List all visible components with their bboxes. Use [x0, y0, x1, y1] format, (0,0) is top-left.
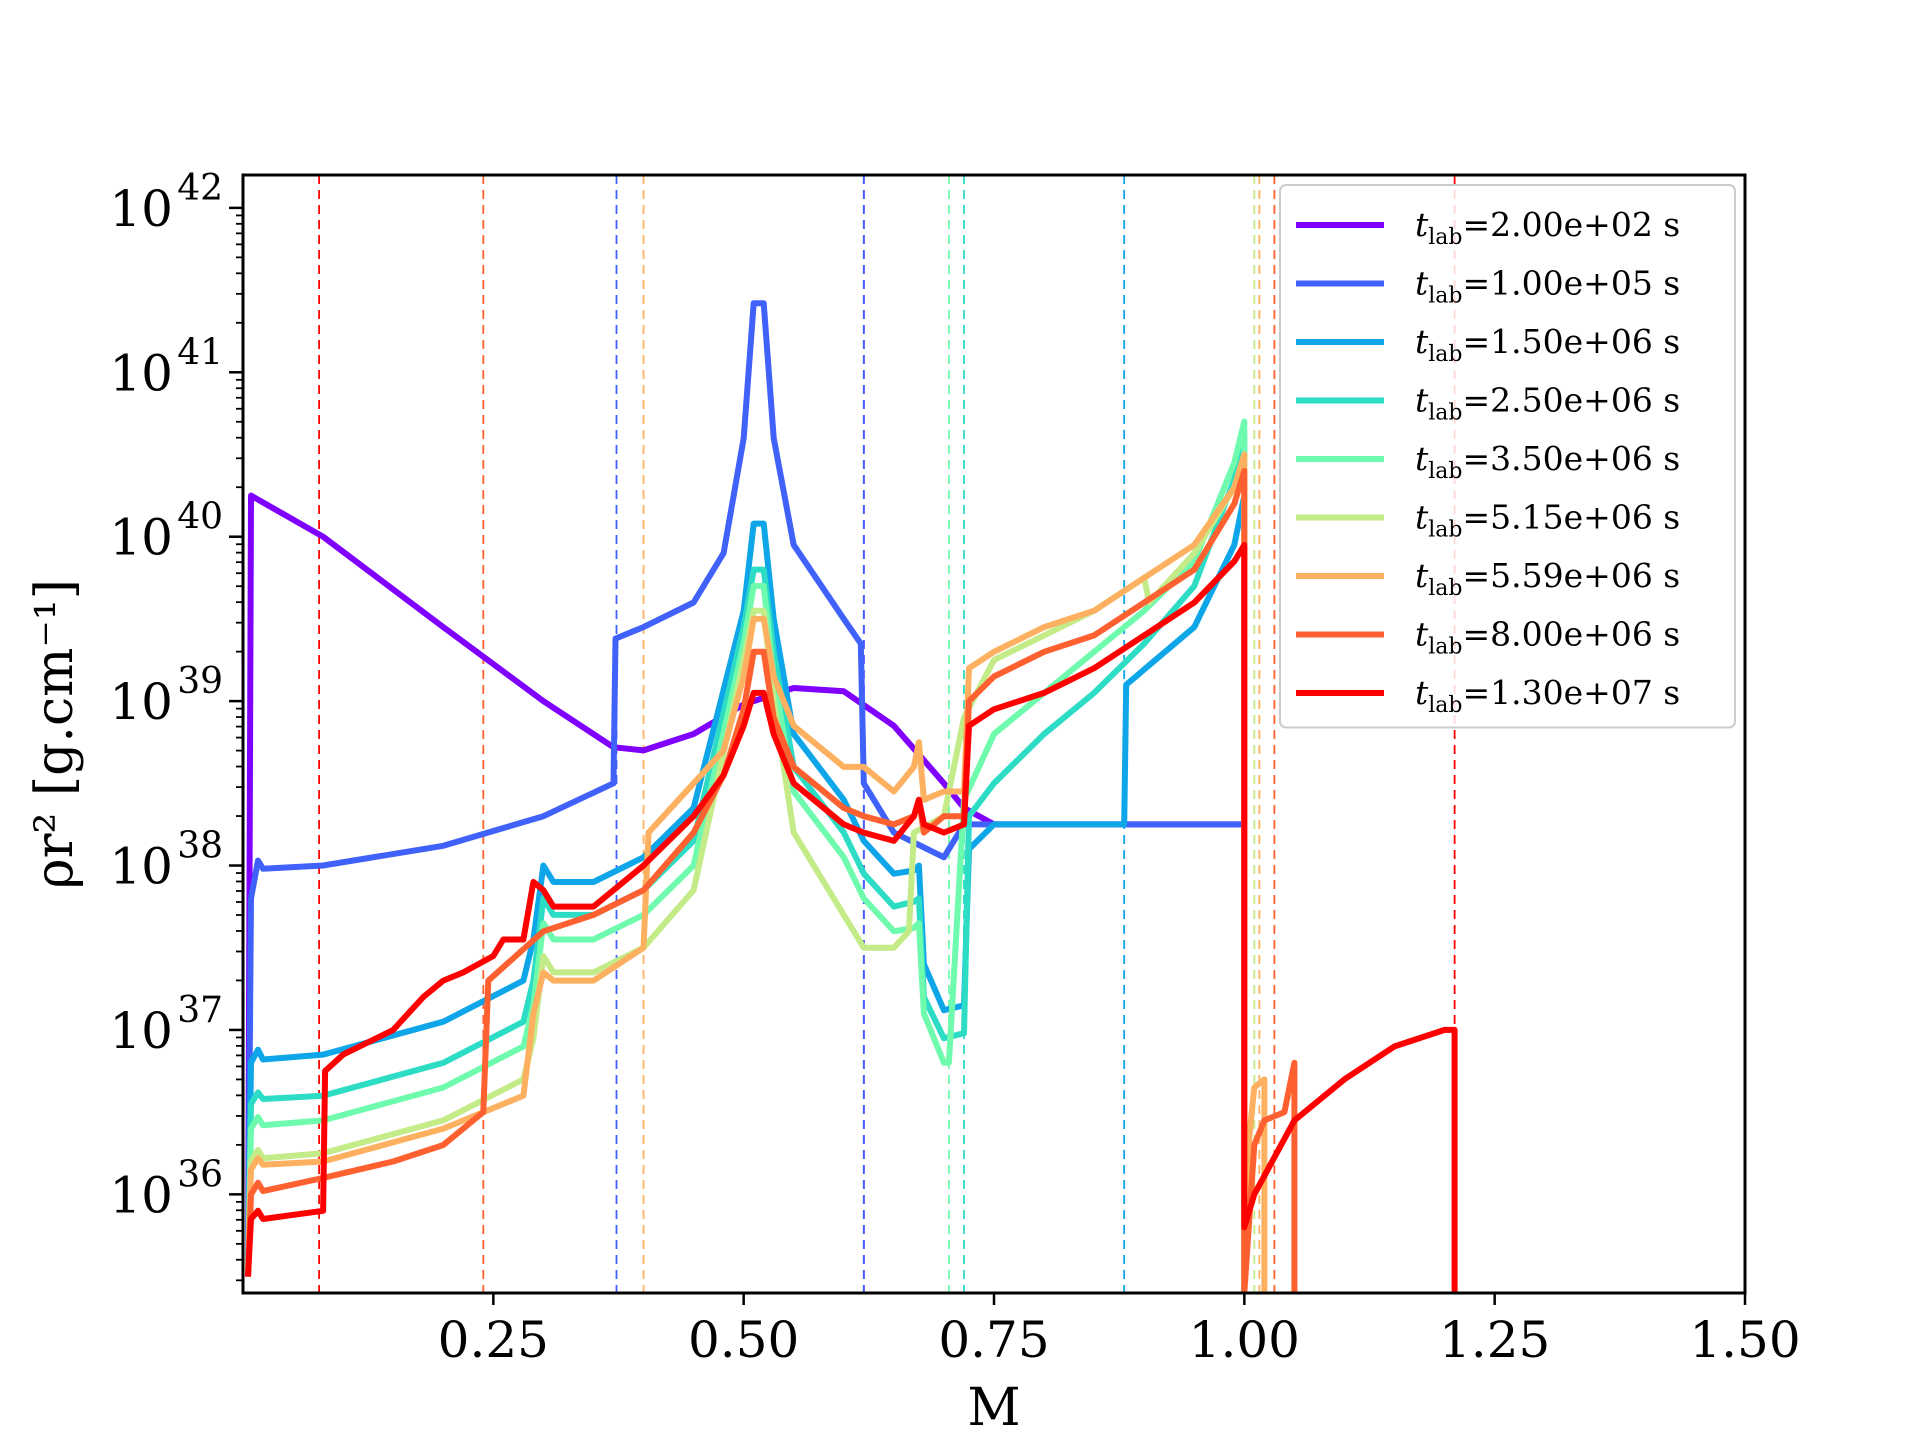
y-tick-label-2: 10 — [109, 838, 173, 896]
series-line-8 — [245, 541, 1458, 1293]
legend-label-2: tlab=1.50e+06 s — [1415, 322, 1680, 367]
x-tick-label-0: 0.25 — [438, 1311, 549, 1369]
x-tick-label-4: 1.25 — [1439, 1311, 1550, 1369]
series-line-7 — [245, 467, 1298, 1293]
y-tick-exponent-5: 41 — [177, 332, 223, 373]
legend-label-7: tlab=8.00e+06 s — [1415, 615, 1680, 660]
series-line-6 — [245, 451, 1268, 1293]
legend-box — [1279, 184, 1736, 729]
y-axis-label: ρr² [g.cm⁻¹] — [25, 579, 85, 889]
x-tick-label-3: 1.00 — [1189, 1311, 1300, 1369]
legend-label-6: tlab=5.59e+06 s — [1415, 556, 1680, 601]
legend: tlab=2.00e+02 s tlab=1.00e+05 s tlab=1.50e… — [1279, 184, 1736, 729]
series-line-1 — [245, 300, 1245, 1277]
y-tick-label-3: 10 — [109, 673, 173, 731]
y-tick-exponent-4: 40 — [177, 497, 223, 538]
x-axis: 0.25 0.50 0.75 1.00 1.25 1.50 — [438, 1293, 1801, 1369]
y-tick-label-4: 10 — [109, 509, 173, 567]
legend-label-0: tlab=2.00e+02 s — [1415, 205, 1680, 250]
y-tick-label-6: 10 — [109, 180, 173, 238]
legend-label-5: tlab=5.15e+06 s — [1415, 498, 1680, 543]
y-tick-label-0: 10 — [109, 1166, 173, 1224]
y-tick-label-1: 10 — [109, 1002, 173, 1060]
series-lines — [245, 300, 1458, 1293]
x-axis-label: M — [967, 1378, 1020, 1438]
series-line-4 — [245, 418, 1248, 1293]
y-tick-exponent-2: 38 — [177, 826, 223, 867]
x-tick-label-2: 0.75 — [938, 1311, 1049, 1369]
y-tick-exponent-3: 39 — [177, 661, 223, 702]
legend-label-8: tlab=1.30e+07 s — [1415, 673, 1680, 718]
legend-label-3: tlab=2.50e+06 s — [1415, 381, 1680, 426]
series-line-2 — [245, 492, 1248, 1293]
x-tick-label-1: 0.50 — [688, 1311, 799, 1369]
legend-label-1: tlab=1.00e+05 s — [1415, 264, 1680, 309]
y-tick-exponent-1: 37 — [177, 990, 223, 1031]
x-tick-label-5: 1.50 — [1689, 1311, 1800, 1369]
y-tick-exponent-0: 36 — [177, 1154, 223, 1195]
legend-label-4: tlab=3.50e+06 s — [1415, 439, 1680, 484]
y-tick-label-5: 10 — [109, 344, 173, 402]
y-tick-exponent-6: 42 — [177, 168, 223, 209]
